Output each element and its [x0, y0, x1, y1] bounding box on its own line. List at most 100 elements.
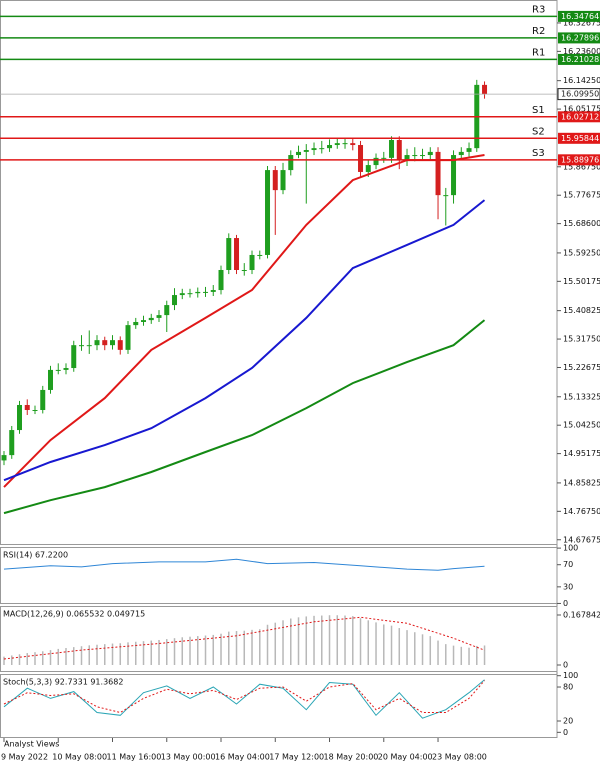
- candle-body: [381, 157, 387, 159]
- level-name: R2: [532, 26, 545, 37]
- histogram-bar: [429, 636, 432, 665]
- level-price-box: [558, 111, 600, 123]
- candle-body: [125, 325, 131, 350]
- y-tick-label: 15.22675: [563, 363, 600, 372]
- y-tick-label: 15.04250: [563, 421, 600, 430]
- panel-frame: [0, 606, 558, 672]
- candle-body: [164, 305, 170, 316]
- level-name: R3: [532, 4, 545, 15]
- candle-body: [179, 293, 185, 296]
- candle-body: [466, 148, 472, 152]
- candle-body: [249, 254, 255, 270]
- candle-body: [1, 455, 7, 461]
- y-tick-label: 15.86750: [563, 162, 600, 171]
- candle-body: [195, 291, 201, 294]
- histogram-bar: [321, 615, 323, 665]
- y-tick-label: 15.59250: [563, 248, 600, 257]
- candle-body: [342, 143, 348, 145]
- x-tick-label: 18 May 20:00: [324, 753, 379, 762]
- y-tick-label: 14.67675: [563, 535, 600, 544]
- y-tick-label: 16.14250: [563, 76, 600, 85]
- histogram-bar: [336, 615, 339, 665]
- histogram-bar: [398, 628, 401, 665]
- y-tick-label: 15.31750: [563, 335, 600, 344]
- histogram-bar: [421, 634, 424, 665]
- level-name: S1: [532, 105, 545, 116]
- y-tick-label: 15.50175: [563, 277, 600, 286]
- histogram-bar: [88, 645, 91, 665]
- y-tick-label: 0.167842: [563, 610, 600, 619]
- y-tick-label: 16.05175: [563, 105, 600, 114]
- y-tick-label: 100: [563, 671, 578, 680]
- histogram-bar: [352, 616, 354, 665]
- candle-body: [265, 170, 271, 255]
- y-tick-label: 14.85825: [563, 478, 600, 487]
- indicator-line: [3, 680, 485, 714]
- indicator-title: Stoch(5,3,3) 92.7331 91.3682: [3, 678, 123, 687]
- y-tick-label: 0: [563, 599, 568, 608]
- candle-body: [187, 293, 193, 295]
- indicator-title: MACD(12,26,9) 0.065532 0.049715: [3, 610, 145, 619]
- candle-body: [86, 345, 92, 347]
- histogram-bar: [158, 639, 160, 665]
- candle-body: [420, 155, 426, 157]
- histogram-bar: [259, 629, 261, 665]
- candle-body: [296, 151, 302, 156]
- x-tick-label: 17 May 12:00: [269, 753, 324, 762]
- histogram-bar: [166, 639, 168, 665]
- candle-body: [17, 404, 23, 431]
- candle-body: [141, 320, 147, 322]
- histogram-bar: [390, 625, 393, 665]
- histogram-bar: [297, 617, 300, 665]
- histogram-bar: [445, 644, 447, 665]
- candle-body: [435, 151, 441, 196]
- histogram-bar: [414, 632, 416, 665]
- y-tick-label: 15.77675: [563, 191, 600, 200]
- y-tick-label: 15.13325: [563, 392, 600, 401]
- candle-body: [172, 295, 178, 306]
- histogram-bar: [266, 624, 269, 665]
- histogram-bar: [65, 648, 67, 665]
- x-tick-label: 13 May 00:00: [161, 753, 216, 762]
- histogram-bar: [383, 624, 385, 665]
- candle-body: [110, 340, 116, 346]
- candle-body: [241, 269, 247, 271]
- histogram-bar: [173, 638, 176, 665]
- histogram-bar: [375, 622, 377, 665]
- y-tick-label: 14.95175: [563, 449, 600, 458]
- level-price: 16.21028: [561, 55, 599, 64]
- candle-body: [71, 345, 77, 369]
- moving-average: [3, 319, 486, 515]
- level-price: 15.95844: [561, 134, 599, 143]
- indicator-title: RSI(14) 67.2200: [3, 551, 68, 560]
- histogram-bar: [80, 646, 83, 665]
- histogram-bar: [367, 620, 370, 665]
- candle-body: [412, 155, 418, 157]
- histogram-bar: [181, 637, 184, 665]
- candle-body: [257, 254, 263, 256]
- histogram-bar: [344, 615, 346, 665]
- candle-body: [334, 143, 340, 146]
- candle-body: [9, 430, 15, 456]
- histogram-bar: [359, 618, 362, 665]
- moving-average: [3, 199, 486, 482]
- candle-body: [443, 195, 449, 197]
- histogram-bar: [111, 643, 114, 665]
- candle-body: [365, 165, 371, 172]
- candle-body: [373, 157, 379, 166]
- y-tick-label: 70: [563, 560, 573, 569]
- candle-body: [226, 238, 232, 270]
- candle-body: [319, 148, 325, 150]
- histogram-bar: [313, 615, 315, 665]
- candle-body: [117, 340, 123, 350]
- y-tick-label: 0: [563, 728, 568, 737]
- candle-body: [218, 269, 224, 291]
- y-tick-label: 15.68600: [563, 219, 600, 228]
- histogram-bar: [235, 631, 238, 665]
- candle-body: [358, 145, 364, 172]
- histogram-bar: [468, 647, 470, 665]
- x-tick-label: 16 May 04:00: [215, 753, 270, 762]
- x-tick-label: 10 May 08:00: [52, 753, 107, 762]
